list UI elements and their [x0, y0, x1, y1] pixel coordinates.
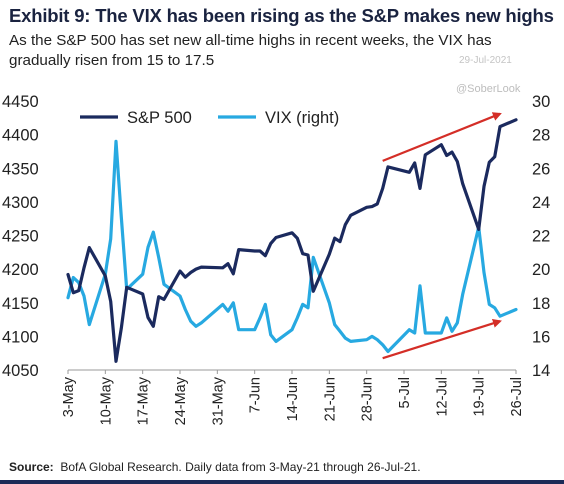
annotation-layer — [382, 112, 502, 360]
series-layer — [66, 118, 518, 363]
x-tick-label: 24-May — [173, 376, 189, 425]
x-tick-label: 5-Jul — [397, 377, 413, 408]
source-text: BofA Global Research. Daily data from 3-… — [60, 460, 421, 474]
x-axis: 3-May 10-May 17-May 24-May 31-May 7-Jun 14-Jun… — [61, 370, 525, 425]
left-tick-label: 4100 — [2, 328, 39, 346]
right-tick-label: 14 — [532, 362, 550, 380]
right-tick-label: 30 — [532, 93, 550, 111]
x-tick-label: 10-May — [98, 376, 114, 425]
left-tick-label: 4450 — [2, 93, 39, 111]
x-tick-label: 3-May — [61, 376, 77, 417]
right-tick-label: 24 — [532, 194, 550, 212]
left-tick-label: 4050 — [2, 362, 39, 380]
right-tick-label: 18 — [532, 295, 550, 313]
left-tick-label: 4150 — [2, 295, 39, 313]
chart-subtitle: As the S&P 500 has set new all-time high… — [9, 32, 492, 69]
vix-trend-arrow — [382, 319, 502, 360]
vix-series-line — [66, 139, 518, 354]
watermark-handle: @SoberLook — [456, 83, 521, 95]
chart-title: Exhibit 9: The VIX has been rising as th… — [9, 5, 554, 26]
left-tick-label: 4250 — [2, 228, 39, 246]
left-axis: 4050 4100 4150 4200 4250 4300 4350 4400 4450 — [2, 93, 39, 380]
right-tick-label: 20 — [532, 261, 550, 279]
legend-label-vix: VIX (right) — [265, 109, 339, 127]
sp500-series-line — [66, 118, 518, 363]
x-tick-label: 31-May — [210, 376, 226, 425]
x-tick-label: 12-Jul — [434, 377, 450, 417]
right-tick-label: 28 — [532, 127, 550, 145]
bottom-rule — [0, 480, 564, 484]
source-note: Source: BofA Global Research. Daily data… — [9, 460, 421, 474]
right-tick-label: 16 — [532, 328, 550, 346]
legend: S&P 500 VIX (right) — [80, 109, 339, 127]
x-tick-label: 21-Jun — [322, 377, 338, 421]
left-tick-label: 4350 — [2, 160, 39, 178]
right-tick-label: 22 — [532, 228, 550, 246]
legend-label-sp500: S&P 500 — [127, 109, 192, 127]
x-tick-label: 19-Jul — [472, 377, 488, 417]
x-tick-label: 14-Jun — [285, 377, 301, 421]
left-tick-label: 4400 — [2, 127, 39, 145]
watermark-date: 29-Jul-2021 — [459, 55, 512, 66]
left-tick-label: 4200 — [2, 261, 39, 279]
right-axis: 14 16 18 20 22 24 26 28 30 — [532, 93, 550, 380]
x-tick-label: 7-Jun — [248, 377, 264, 413]
x-tick-label: 26-Jul — [509, 377, 525, 417]
source-label: Source: — [9, 460, 54, 474]
sp500-trend-arrow — [382, 112, 502, 162]
x-tick-label: 28-Jun — [360, 377, 376, 421]
x-tick-label: 17-May — [136, 376, 152, 425]
left-tick-label: 4300 — [2, 194, 39, 212]
right-tick-label: 26 — [532, 160, 550, 178]
